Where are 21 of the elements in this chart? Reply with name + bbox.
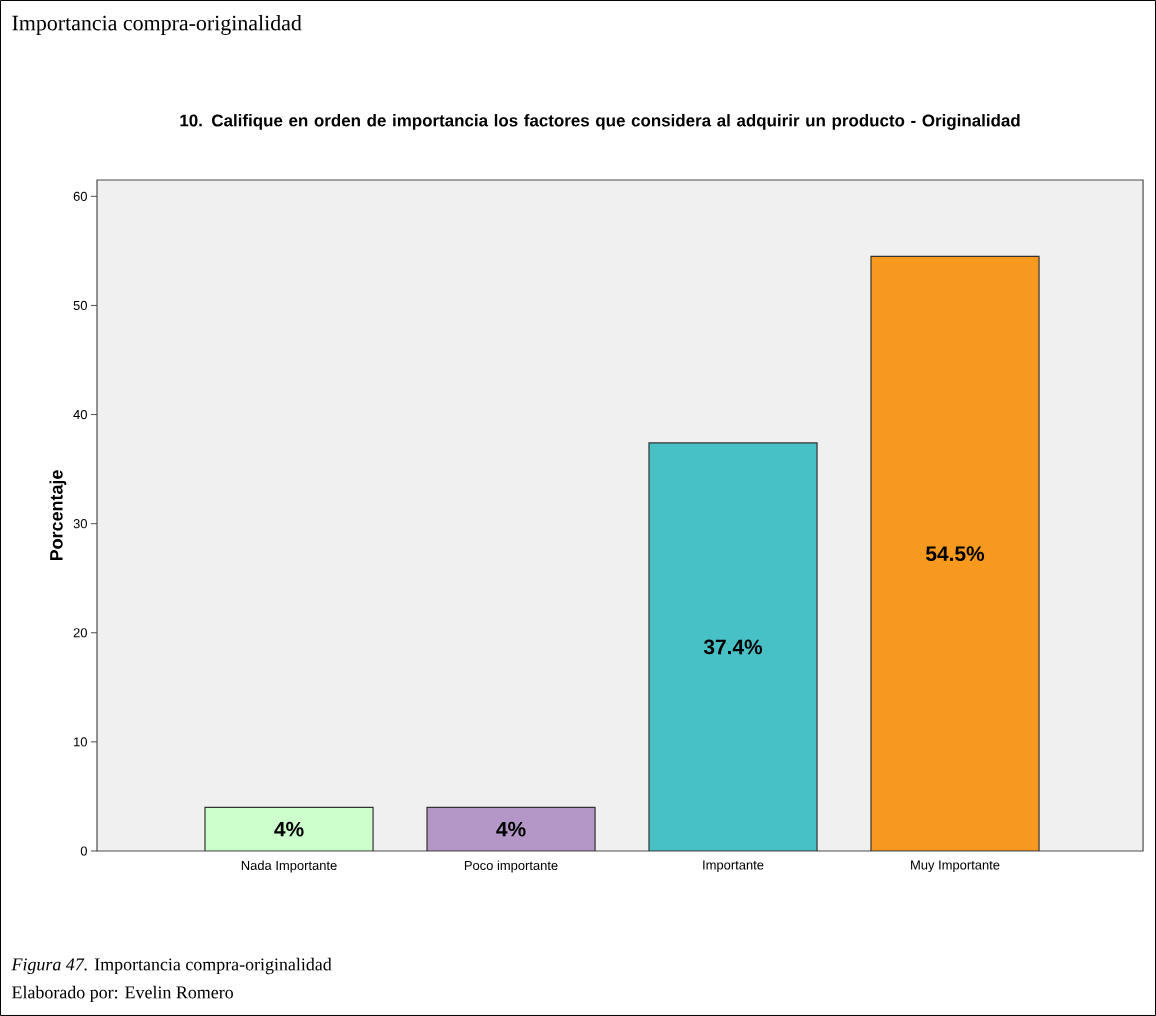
data-label: 54.5% — [925, 546, 985, 562]
bar — [648, 442, 818, 851]
y-tick-label: 20 — [73, 628, 87, 638]
x-tick-label: Poco importante — [464, 860, 558, 873]
x-tick-label: Muy Importante — [911, 860, 1000, 873]
chart-subtitle: 10. Califique en orden de importancia los factores que considera al adquirir un producto - Originalidad — [180, 114, 1020, 130]
text: Elaborado por: Evelin Romero — [12, 985, 233, 1003]
y-tick-label: 50 — [73, 300, 87, 311]
data-label: 4% — [274, 821, 304, 837]
x-tick-label: Nada Importante — [241, 860, 337, 873]
chart-title: Importancia compra-originalidad — [12, 15, 302, 35]
y-tick-label: 30 — [73, 519, 87, 529]
y-tick-label: 0 — [80, 846, 87, 856]
y-tick-label: 40 — [73, 409, 87, 420]
x-tick-label: Importante — [703, 860, 764, 873]
data-label: 4% — [496, 821, 526, 837]
data-label: 37.4% — [703, 639, 763, 655]
text: Figura 47. Importancia compra-originalidad — [11, 957, 332, 975]
y-tick-label: 10 — [74, 737, 87, 747]
y-tick-label: 60 — [73, 191, 87, 201]
y-axis-title: Porcentaje — [49, 470, 67, 561]
